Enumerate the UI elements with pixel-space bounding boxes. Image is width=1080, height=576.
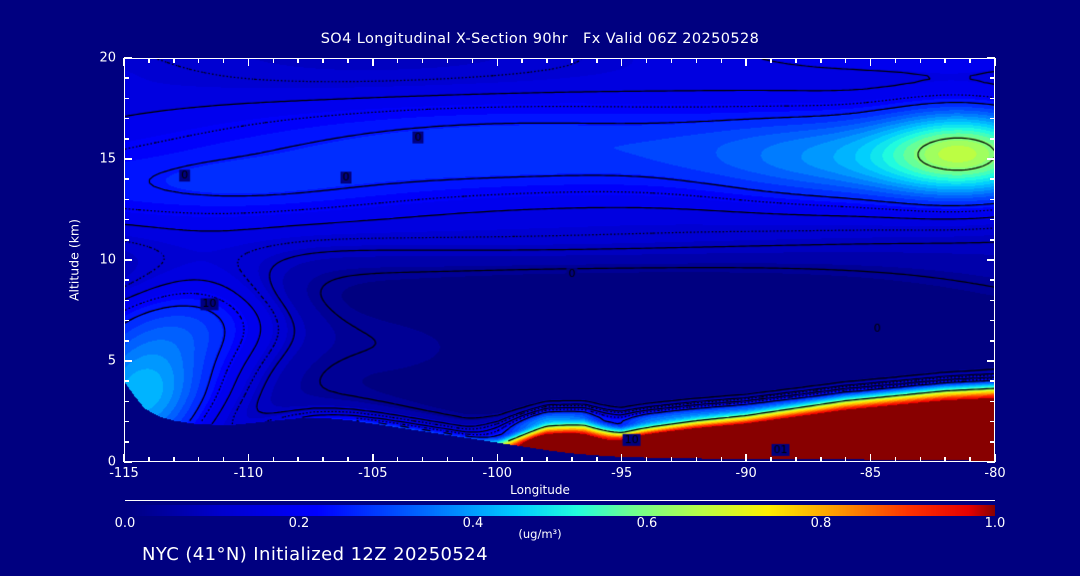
x-tick-label: -85 [859,466,882,481]
colorbar-gradient [125,505,995,516]
x-tick-label: -110 [233,466,264,481]
y-tick-label: 15 [99,151,116,167]
x-tick-label: -80 [984,466,1006,481]
y-tick-label: 20 [99,50,116,66]
cross-section-heatmap [125,59,994,461]
x-tick-label: -100 [482,466,513,481]
y-tick-label: 10 [99,252,116,268]
plot-area [124,58,995,462]
x-tick-label: -90 [735,466,757,481]
x-axis-title: Longitude [510,483,570,497]
x-tick-label: -105 [358,466,388,481]
figure-footer: NYC (41°N) Initialized 12Z 20250524 [142,544,488,565]
y-tick-label: 0 [107,454,116,470]
page-title: SO4 Longitudinal X-Section 90hr Fx Valid… [320,31,760,47]
colorbar-units: (ug/m³) [518,527,562,541]
x-tick-label: -95 [611,466,633,481]
y-tick-label: 5 [107,353,116,369]
x-tick-label: -115 [109,466,139,481]
colorbar [125,500,995,516]
y-axis-title: Altitude (km) [66,219,82,301]
